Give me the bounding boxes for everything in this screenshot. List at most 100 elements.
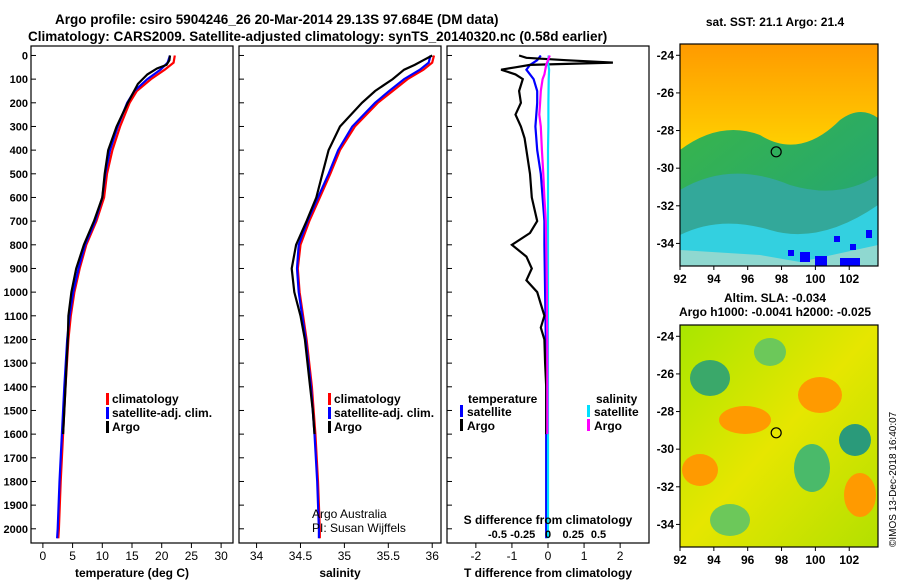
s-tick-label: 0 — [545, 529, 551, 541]
sst-map-lon-label: 92 — [673, 272, 687, 286]
sla-map-lon-label: 92 — [673, 553, 687, 567]
y-tick-label: 600 — [10, 192, 28, 204]
x-tick-label: 34 — [250, 549, 264, 563]
y-tick-label: 0 — [22, 50, 28, 62]
legend-label: Argo — [112, 420, 140, 434]
y-tick-label: 800 — [10, 240, 28, 252]
series-line-argo — [62, 55, 172, 435]
y-tick-label: 1200 — [4, 334, 28, 346]
legend-swatch — [328, 407, 331, 419]
y-tick-label: 1600 — [4, 429, 28, 441]
y-tick-label: 1700 — [4, 453, 28, 465]
y-tick-label: 2000 — [4, 524, 28, 536]
sst-map-lat-label: -30 — [657, 161, 675, 175]
sla-map-lat-label: -32 — [657, 480, 675, 494]
series-line-satellite-adj-clim- — [56, 55, 172, 539]
legend-label: satellite — [467, 405, 512, 419]
sla-map-lon-label: 94 — [707, 553, 721, 567]
legend-label: Argo — [334, 420, 362, 434]
sla-map-title-2: Argo h1000: -0.0041 h2000: -0.025 — [679, 305, 871, 319]
sla-map-lon-label: 102 — [839, 553, 859, 567]
x-tick-label: 35.5 — [377, 549, 401, 563]
sla-map-lat-label: -26 — [657, 367, 675, 381]
x-tick-label: 5 — [69, 549, 76, 563]
x-tick-label: -1 — [507, 549, 518, 563]
sst-map-title: sat. SST: 21.1 Argo: 21.4 — [706, 15, 845, 29]
panel-frame-salinity — [238, 45, 442, 544]
panel-difference: -2 -1 0 1 2 T difference from climatology — [446, 45, 650, 580]
legend-label: Argo — [467, 419, 495, 433]
y-tick-label: 1800 — [4, 476, 28, 488]
sst-map-lon-label: 98 — [775, 272, 789, 286]
s-tick-label: 0.25 — [563, 529, 584, 541]
x-tick-label: 30 — [214, 549, 228, 563]
legend-swatch — [587, 419, 590, 431]
x-tick-label: 36 — [426, 549, 440, 563]
sst-map-argo-marker — [770, 146, 782, 158]
legend-swatch — [106, 421, 109, 433]
y-tick-label: 1500 — [4, 405, 28, 417]
series-line-satellite-adj-clim- — [295, 55, 432, 539]
y-tick-label: 1100 — [4, 311, 28, 323]
y-tick-label: 1000 — [4, 287, 28, 299]
series-line-t-argo — [500, 54, 613, 435]
s-tick-label: 0.5 — [591, 529, 606, 541]
legend-label: climatology — [334, 392, 401, 406]
series-line-argo — [290, 54, 433, 435]
annotation-institution: Argo Australia — [312, 507, 387, 521]
y-tick-label: 200 — [10, 98, 28, 110]
series-group-temperature — [56, 55, 176, 539]
legend-swatch — [328, 393, 331, 405]
panel-salinity: 34 34.5 35 35.5 36 salinity — [238, 45, 442, 580]
legend-swatch — [106, 407, 109, 419]
x-tick-label: 25 — [185, 549, 199, 563]
sla-map — [680, 325, 878, 547]
x-tick-label: -2 — [471, 549, 482, 563]
s-axis-label: S difference from climatology — [464, 513, 633, 527]
sla-map-lon-label: 98 — [775, 553, 789, 567]
x-axis-label: T difference from climatology — [464, 566, 632, 580]
s-tick-label: -0.25 — [510, 529, 535, 541]
sla-map-lat-label: -30 — [657, 442, 675, 456]
x-tick-label: 35 — [338, 549, 352, 563]
x-axis-label: temperature (deg C) — [75, 566, 189, 580]
series-line-s-argo — [538, 55, 551, 435]
series-line-s-satellite — [546, 55, 551, 539]
x-tick-label: 2 — [617, 549, 624, 563]
x-tick-label: 1 — [581, 549, 588, 563]
x-tick-label: 10 — [96, 549, 110, 563]
sla-map-frame — [679, 324, 879, 548]
sst-map-lon-label: 102 — [839, 272, 859, 286]
x-tick-label: 0 — [40, 549, 47, 563]
y-tick-label: 400 — [10, 145, 28, 157]
series-group-salinity — [290, 54, 436, 539]
sla-map-argo-marker — [770, 427, 782, 439]
sst-map-lat-label: -34 — [657, 236, 675, 250]
sst-map-lon-label: 100 — [805, 272, 825, 286]
x-tick-label: 0 — [545, 549, 552, 563]
imos-credit: ©IMOS 13-Dec-2018 16:40:07 — [888, 411, 899, 547]
x-tick-label: 34.5 — [289, 549, 313, 563]
series-line-t-satellite — [525, 54, 548, 539]
sst-map-lat-label: -24 — [657, 48, 675, 62]
legend-title-temperature: temperature — [468, 392, 538, 406]
x-tick-label: 15 — [125, 549, 139, 563]
y-tick-label: 1900 — [4, 500, 28, 512]
legend-label: satellite-adj. clim. — [334, 406, 434, 420]
panel-temperature: 0 5 10 15 20 25 30 temperature (deg C) 0 100 200 30… — [4, 45, 234, 580]
legend-swatch — [587, 405, 590, 417]
sla-map-lon-label: 96 — [741, 553, 755, 567]
legend-swatch — [328, 421, 331, 433]
y-tick-label: 1300 — [4, 358, 28, 370]
sst-map — [680, 44, 878, 266]
y-tick-label: 900 — [10, 263, 28, 275]
sst-map-lon-label: 94 — [707, 272, 721, 286]
sla-map-title: Altim. SLA: -0.034 — [724, 291, 826, 305]
sst-map-lat-label: -26 — [657, 86, 675, 100]
legend-swatch — [460, 419, 463, 431]
sla-map-lat-label: -34 — [657, 517, 675, 531]
sla-map-lat-label: -28 — [657, 405, 675, 419]
series-group-difference — [500, 54, 613, 539]
sst-map-lat-label: -28 — [657, 124, 675, 138]
